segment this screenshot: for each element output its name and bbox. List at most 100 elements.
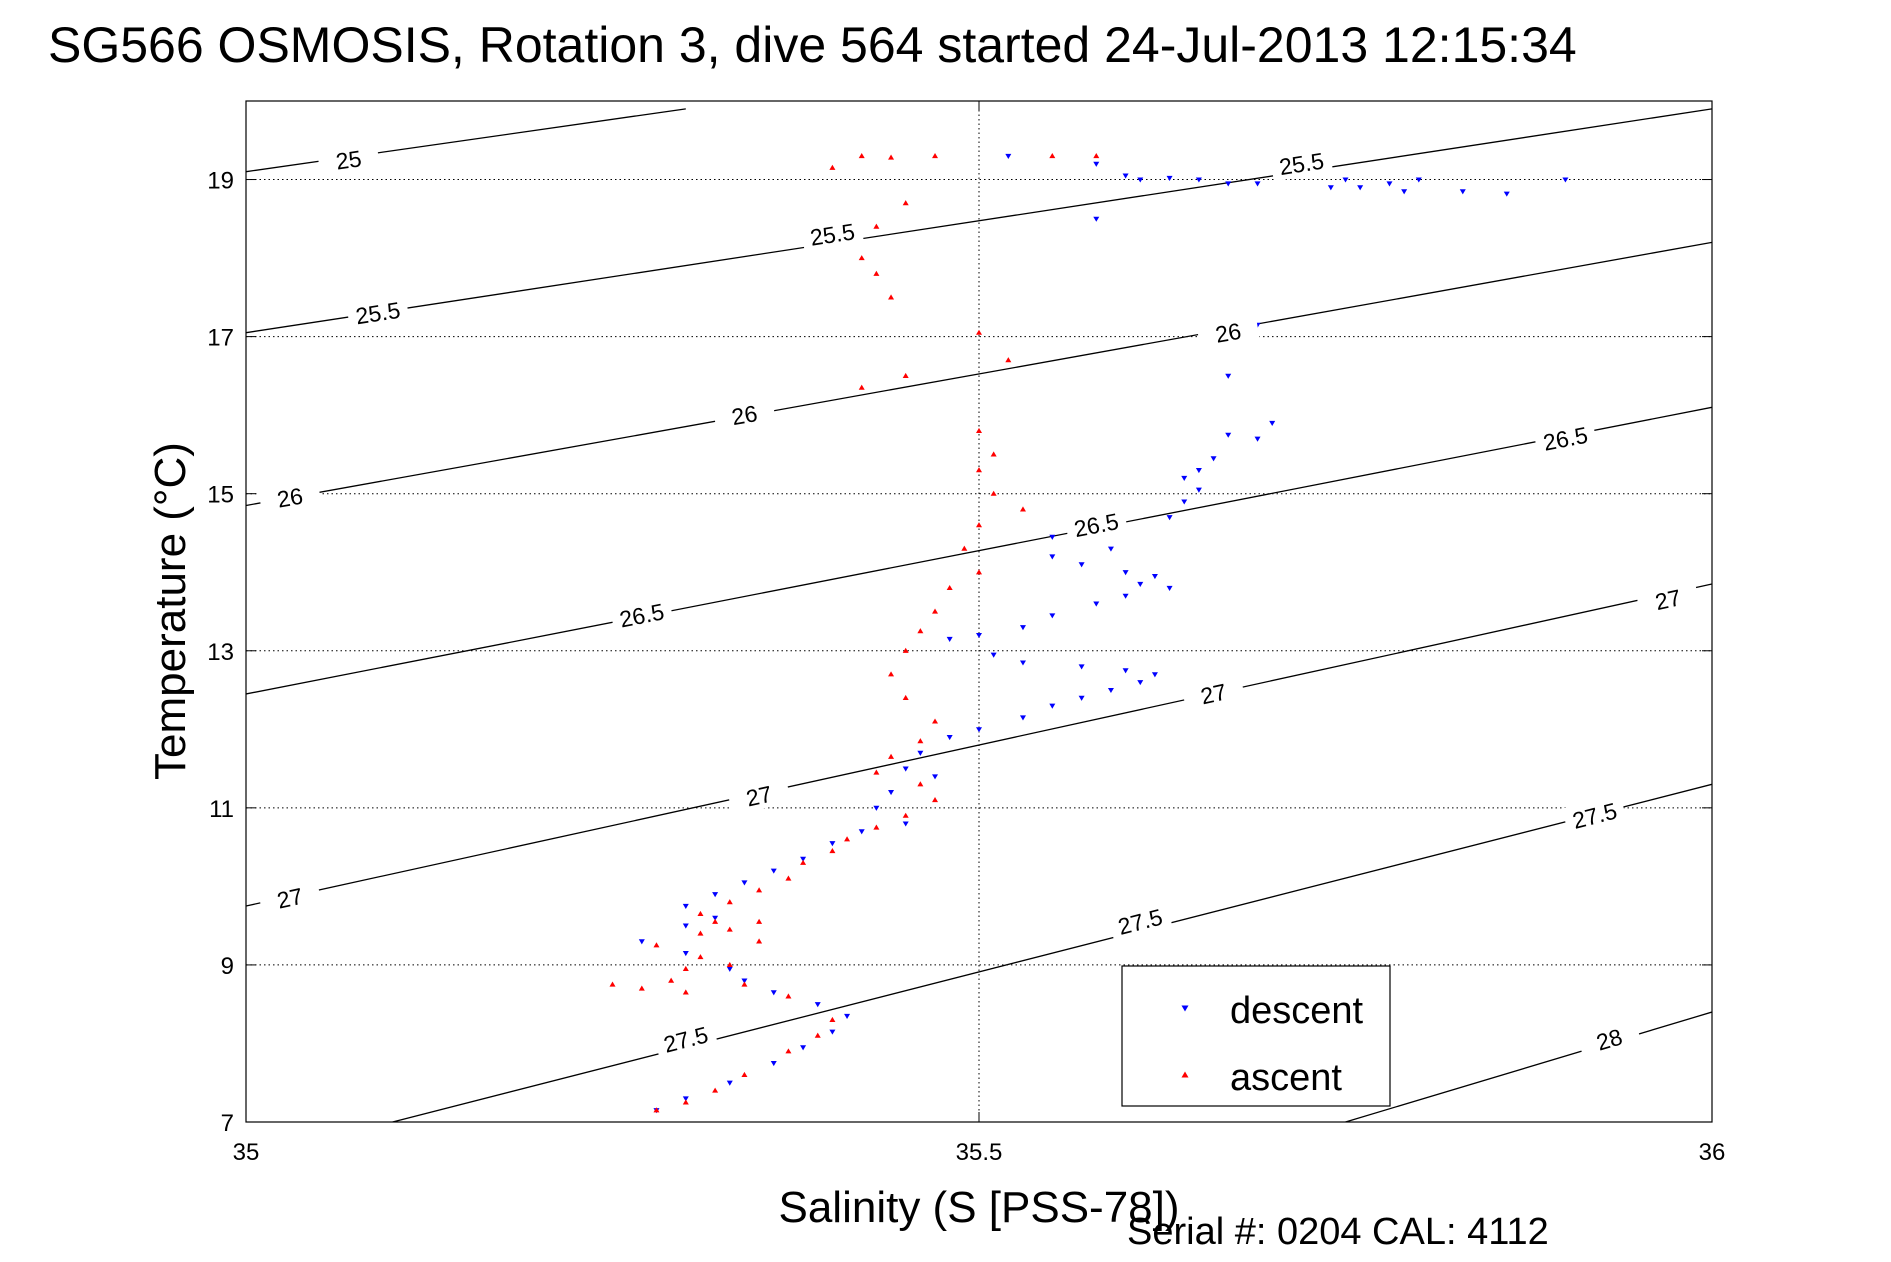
- isopycnal-line: [392, 783, 1712, 1122]
- contour-label: 25.5: [808, 218, 856, 250]
- descent-point: [858, 829, 865, 835]
- descent-point: [682, 1096, 689, 1102]
- descent-point: [1078, 562, 1085, 568]
- descent-point: [800, 1045, 807, 1051]
- ascent-point: [726, 961, 733, 968]
- descent-point: [1151, 672, 1158, 678]
- contour-label-bg: [1181, 672, 1246, 714]
- ascent-point: [932, 718, 939, 724]
- contour-label: 26: [1213, 318, 1243, 348]
- contour-label: 26: [730, 400, 760, 430]
- descent-point: [1019, 625, 1026, 631]
- ascent-point: [682, 1099, 689, 1105]
- ascent-point: [902, 647, 909, 653]
- ascent-point: [741, 1071, 748, 1077]
- descent-point: [1166, 175, 1173, 181]
- descent-point: [902, 821, 909, 827]
- ascent-point: [873, 824, 880, 830]
- descent-point: [1210, 456, 1217, 462]
- contour-label: 25: [334, 145, 363, 174]
- descent-point: [1459, 189, 1466, 195]
- ascent-point: [917, 738, 924, 744]
- descent-point: [682, 903, 689, 910]
- ascent-point: [726, 899, 733, 905]
- descent-point: [1122, 173, 1129, 179]
- ascent-point: [873, 769, 880, 775]
- legend-box: [1121, 965, 1391, 1107]
- descent-point: [1254, 436, 1261, 442]
- ascent-point: [917, 628, 924, 634]
- contour-label-bg: [257, 477, 322, 516]
- ascent-point: [990, 451, 997, 457]
- ascent-point: [785, 1048, 792, 1054]
- ascent-point: [902, 372, 909, 378]
- descent-point: [1386, 181, 1393, 187]
- contour-label: 27: [1653, 584, 1684, 615]
- isopycnal-line: [246, 241, 1712, 507]
- ascent-point: [873, 270, 880, 276]
- descent-point: [1019, 660, 1026, 666]
- serial-cal-footer: Serial #: 0204 CAL: 4112: [1127, 1211, 1549, 1253]
- contour-label-bg: [800, 215, 865, 252]
- legend-descent-marker: [1181, 1005, 1189, 1012]
- ascent-point: [1093, 152, 1100, 159]
- ascent-point: [902, 200, 909, 206]
- descent-point: [1327, 185, 1334, 191]
- descent-point: [1137, 680, 1144, 686]
- contour-labels: 25 25.5 25.5 25.5 26 26 26 26.5 26.5 26.5 27 27 27 27…: [257, 140, 1701, 1061]
- ascent-point: [902, 694, 909, 700]
- descent-point: [1181, 475, 1188, 481]
- contour-label-bg: [1107, 899, 1173, 942]
- contour-label-bg: [346, 293, 410, 331]
- ascent-point: [829, 1016, 836, 1022]
- ascent-point: [961, 545, 968, 551]
- ascent-point: [858, 384, 865, 390]
- ascent-point: [932, 796, 939, 803]
- ascent-point: [976, 427, 982, 433]
- ascent-point: [653, 942, 660, 948]
- descent-point: [1195, 177, 1202, 183]
- descent-point: [1401, 189, 1408, 195]
- descent-point: [1049, 534, 1056, 540]
- legend-ascent-marker: [1181, 1071, 1189, 1078]
- contour-label-bg: [1561, 793, 1628, 836]
- descent-point: [844, 1013, 851, 1019]
- ascent-point: [800, 859, 807, 865]
- descent-point: [726, 1080, 733, 1086]
- y-tick-label: 19: [207, 168, 234, 195]
- descent-point: [888, 790, 895, 796]
- isopycnal-line: [1345, 1011, 1712, 1122]
- ascent-point: [858, 152, 865, 159]
- descent-point: [712, 892, 719, 898]
- ascent-point: [917, 781, 924, 787]
- ascent-point: [712, 918, 719, 924]
- density-contours: [246, 108, 1712, 1122]
- descent-point: [1093, 216, 1100, 222]
- contour-label: 26: [275, 483, 305, 513]
- legend-descent-label: descent: [1230, 990, 1364, 1032]
- descent-point: [682, 951, 689, 957]
- y-tick-label: 7: [221, 1110, 234, 1137]
- descent-point: [1181, 499, 1188, 505]
- descent-point: [1093, 161, 1100, 167]
- descent-point: [814, 1002, 821, 1008]
- grid-lines: [246, 101, 1712, 1122]
- ascent-point: [932, 152, 939, 159]
- ascent-point: [829, 848, 836, 854]
- ascent-point: [873, 223, 880, 229]
- ascent-point: [638, 985, 645, 991]
- descent-point: [741, 978, 748, 984]
- descent-point: [1357, 185, 1364, 191]
- descent-point: [1078, 664, 1085, 670]
- contour-label-bg: [1196, 312, 1261, 351]
- descent-point: [976, 727, 982, 733]
- descent-point: [1166, 585, 1173, 591]
- descent-point: [1137, 177, 1144, 183]
- descent-point: [1269, 420, 1276, 427]
- x-axis-label: Salinity (S [PSS-78]): [778, 1183, 1179, 1232]
- descent-point: [1166, 515, 1173, 521]
- descent-point: [638, 939, 645, 945]
- descent-point: [1122, 593, 1129, 599]
